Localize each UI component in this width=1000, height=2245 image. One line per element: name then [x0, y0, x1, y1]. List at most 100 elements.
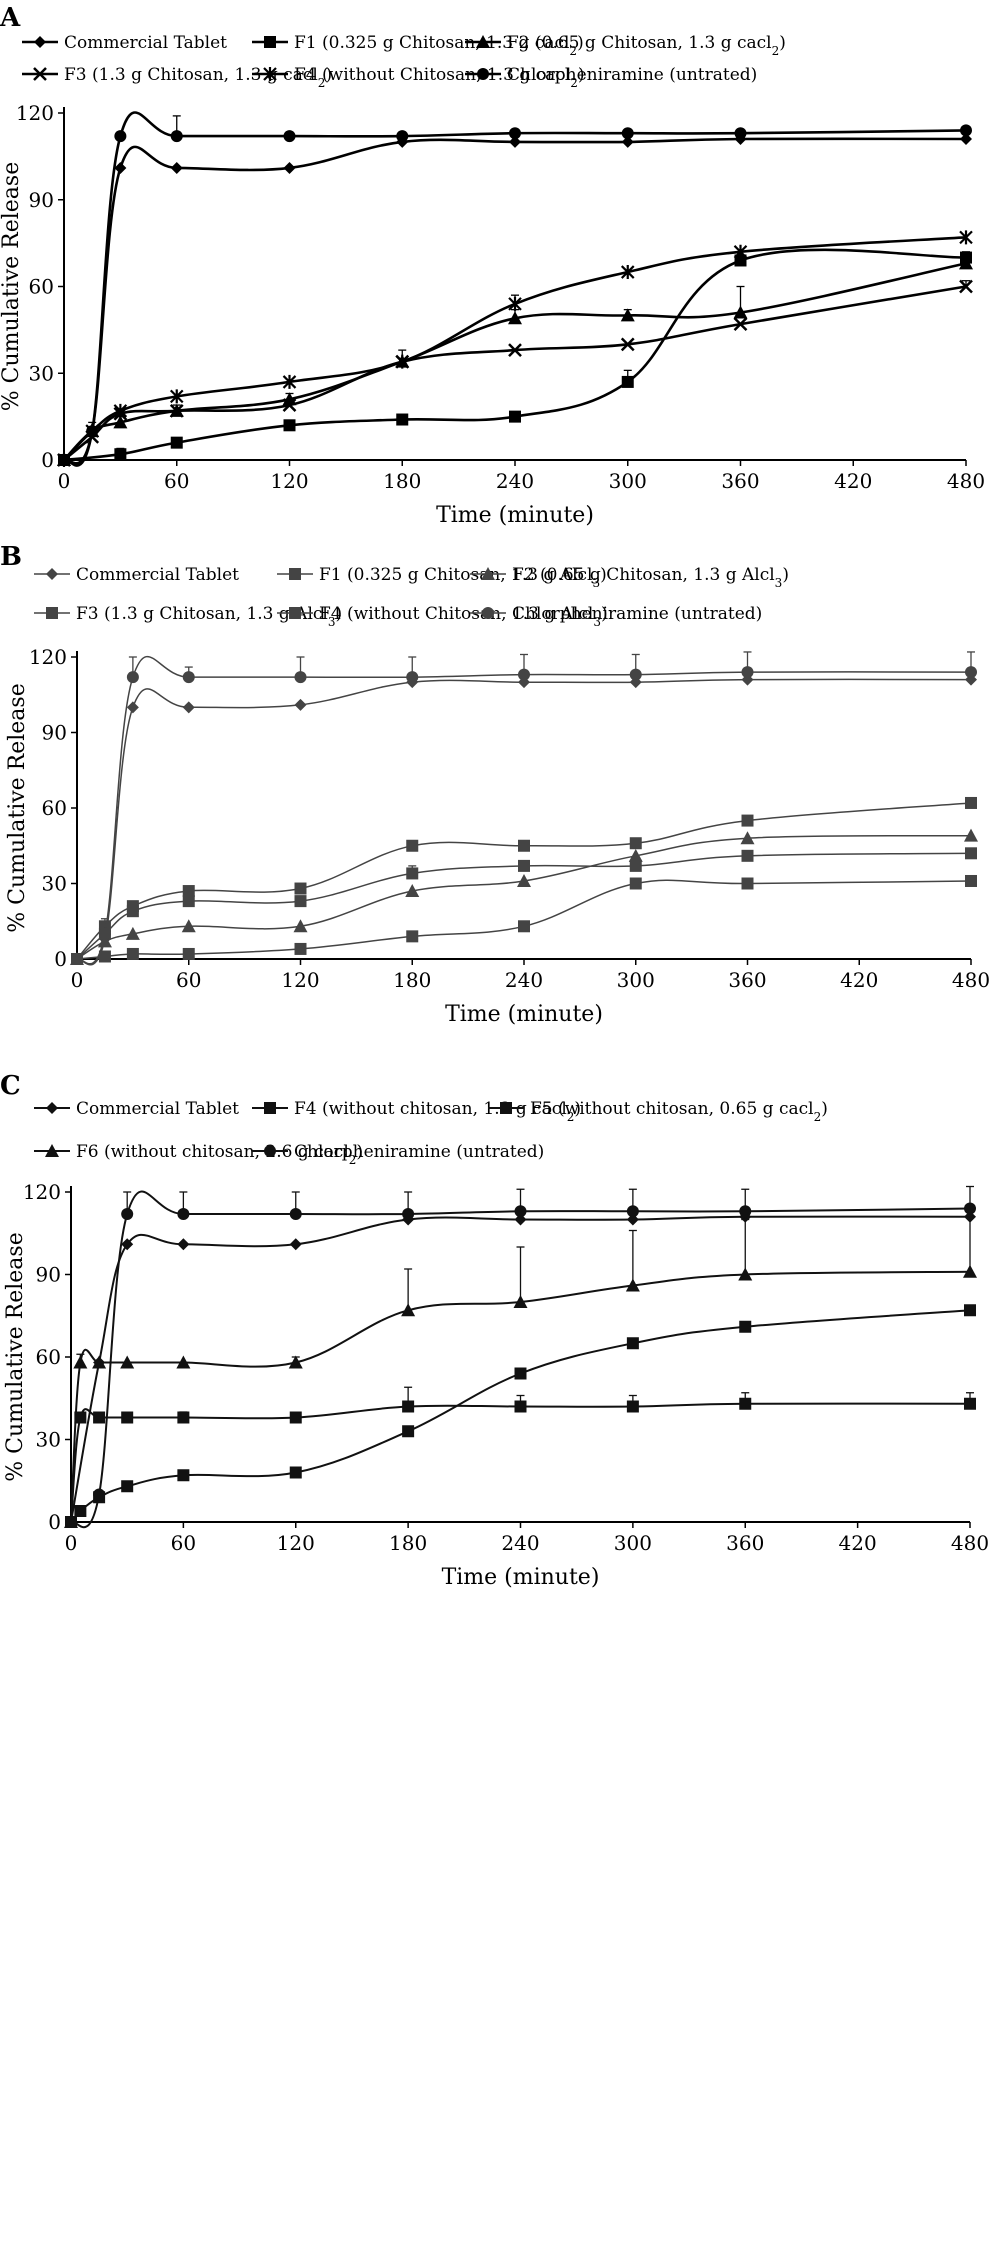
- legend-label: Commercial Tablet: [76, 1099, 239, 1119]
- data-point-f3: [406, 839, 419, 852]
- series-line-f6: [70, 1270, 971, 1523]
- data-point-f4: [964, 1304, 976, 1317]
- y-axis-title: % Cumulative Release: [5, 683, 30, 932]
- series-f2: [70, 828, 978, 965]
- legend-label: F6 (without chitosan, 2.6 g cacl2): [76, 1142, 363, 1167]
- data-point-f4: [395, 354, 410, 369]
- data-point-f2: [964, 828, 978, 842]
- data-point-f5: [93, 1411, 106, 1424]
- x-tick-label: 60: [164, 469, 189, 493]
- data-point-f4: [177, 1469, 190, 1482]
- data-point-f3: [733, 317, 748, 331]
- legend-item-f2: F2 (0.65 g Chitosan, 1.3 g Alcl3): [470, 565, 789, 590]
- data-point-f2: [628, 848, 643, 862]
- data-point-f6: [625, 1278, 640, 1292]
- data-point-chlor: [126, 671, 139, 684]
- data-point-f6: [738, 1267, 753, 1281]
- y-tick-label: 90: [29, 188, 54, 212]
- data-point-f3: [965, 796, 977, 809]
- data-point-f2: [620, 308, 635, 322]
- data-point-chlor: [734, 127, 747, 140]
- legend-item-f1: F1 (0.325 g Chitosan, 1.3 g cacl2): [252, 33, 584, 58]
- legend-label: Chlorpheniramine (untrated): [512, 604, 762, 624]
- data-point-chlor: [960, 124, 972, 137]
- legend-item-commercial: Commercial Tablet: [34, 565, 239, 585]
- data-point-commercial: [182, 701, 195, 714]
- legend-label: F2 (0.65 g Chitosan, 1.3 g Alcl3): [512, 565, 789, 590]
- legend-label: Commercial Tablet: [64, 33, 227, 53]
- data-point-f4: [959, 230, 973, 245]
- data-point-f2: [181, 919, 196, 933]
- data-point-f3: [629, 837, 642, 850]
- data-point-f4: [126, 905, 139, 918]
- x-tick-label: 420: [834, 469, 872, 493]
- y-tick-label: 60: [42, 796, 67, 820]
- data-point-f1: [182, 947, 195, 960]
- data-point-commercial: [294, 698, 307, 711]
- data-point-f2: [97, 934, 112, 948]
- y-axis-title: % Cumulative Release: [0, 162, 24, 411]
- data-point-f5: [289, 1411, 302, 1424]
- data-point-chlor: [514, 1205, 527, 1218]
- chart-panel-c: C Commercial Tablet F4 (without chitosan, …: [0, 1071, 989, 1590]
- data-point-commercial: [509, 135, 521, 148]
- x-tick-label: 240: [496, 469, 534, 493]
- y-tick-label: 0: [41, 448, 54, 472]
- data-point-f5: [626, 1400, 639, 1413]
- data-point-f5: [121, 1411, 134, 1424]
- x-tick-label: 480: [951, 1531, 989, 1555]
- legend-item-f5: F5 (without chitosan, 0.65 g cacl2): [488, 1099, 828, 1124]
- data-point-f4: [739, 1320, 752, 1333]
- data-point-f5: [964, 1397, 976, 1410]
- legend-item-chlor: Chlorpheniramine (untrated): [252, 1142, 544, 1162]
- data-point-f4: [121, 1480, 134, 1493]
- series-line-chlor: [76, 655, 972, 965]
- data-point-f6: [73, 1355, 88, 1369]
- data-point-f4: [518, 859, 530, 872]
- data-point-f1: [98, 950, 111, 963]
- data-point-commercial: [289, 1238, 302, 1251]
- x-tick-label: 0: [58, 469, 71, 493]
- legend-label: Chlorpheniramine (untrated): [294, 1142, 544, 1162]
- data-point-f1: [629, 877, 642, 890]
- x-tick-label: 180: [393, 968, 431, 992]
- data-point-f3: [508, 343, 522, 358]
- panel-letter: A: [0, 3, 21, 33]
- legend-marker-icon: [33, 67, 47, 81]
- data-point-f3: [959, 279, 973, 294]
- data-point-f4: [508, 296, 522, 311]
- legend-marker-icon: [477, 68, 489, 80]
- series-f4: [71, 847, 977, 965]
- legend-marker-icon: [45, 1144, 59, 1157]
- data-point-commercial: [177, 1238, 190, 1251]
- data-point-f5: [514, 1400, 527, 1413]
- data-point-f5: [177, 1411, 190, 1424]
- data-point-f4: [74, 1505, 87, 1517]
- chart-panel-a: A Commercial Tablet F1 (0.325 g Chitosan, …: [0, 3, 985, 528]
- legend-item-f3: F3 (1.3 g Chitosan, 1.3 g Alcl3): [34, 604, 342, 629]
- data-point-f2: [517, 873, 531, 887]
- series-line-commercial: [70, 1215, 971, 1523]
- series-line-f1: [63, 248, 967, 462]
- x-tick-label: 180: [389, 1531, 427, 1555]
- series-chlor: [71, 651, 977, 965]
- data-point-f1: [734, 254, 747, 267]
- data-point-chlor: [86, 425, 99, 438]
- y-tick-label: 120: [16, 101, 54, 125]
- legend-label: F3 (1.3 g Chitosan, 1.3 g cacl2): [64, 65, 332, 90]
- series-line-f2: [63, 262, 967, 461]
- data-point-f4: [626, 1337, 639, 1350]
- data-point-f6: [963, 1264, 977, 1278]
- legend-label: F4 (without Chitosan, 1.3 g cacl2): [294, 65, 585, 90]
- data-point-chlor: [964, 1202, 976, 1215]
- data-point-f2: [508, 311, 522, 325]
- series-f4: [57, 230, 973, 467]
- data-point-chlor: [626, 1205, 639, 1218]
- legend-item-commercial: Commercial Tablet: [34, 1099, 239, 1119]
- data-point-commercial: [170, 161, 183, 174]
- data-point-f1: [741, 877, 754, 890]
- data-point-chlor: [629, 668, 642, 681]
- x-axis-title: Time (minute): [442, 1565, 600, 1590]
- x-tick-label: 120: [281, 968, 319, 992]
